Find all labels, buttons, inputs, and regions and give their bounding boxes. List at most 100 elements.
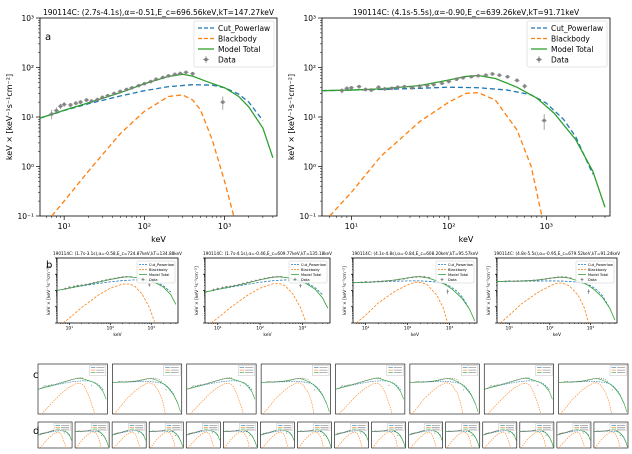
thumb-data-point bbox=[516, 379, 518, 381]
thumb-data-point bbox=[220, 378, 222, 380]
x-tick-label: 10¹ bbox=[505, 326, 513, 332]
thumb-data-point bbox=[571, 430, 573, 432]
thumb-data-point bbox=[128, 381, 130, 383]
thumb-data-point bbox=[280, 380, 282, 382]
thumb-data-point bbox=[46, 385, 48, 387]
data-point bbox=[545, 278, 547, 280]
thumb-data-point bbox=[174, 434, 176, 436]
thumb-data-point bbox=[342, 431, 344, 433]
thumb-data-point bbox=[411, 432, 413, 434]
data-point bbox=[548, 277, 551, 280]
thumb-data-point bbox=[157, 430, 159, 432]
thumb-data-point bbox=[522, 430, 524, 432]
thumb-data-point bbox=[126, 430, 128, 432]
legend-label-blackbody: Blackbody bbox=[149, 268, 168, 272]
thumb-data-point bbox=[272, 430, 274, 432]
thumb-data-point bbox=[365, 380, 367, 382]
thumb-data-point bbox=[87, 430, 89, 432]
thumb-data-point bbox=[441, 378, 443, 380]
x-tick-label: 10¹ bbox=[66, 326, 74, 332]
thumb-data-point bbox=[138, 380, 140, 382]
series-line-blackbody bbox=[210, 283, 307, 323]
data-point bbox=[101, 279, 103, 282]
thumb-data-point bbox=[268, 431, 270, 433]
thumb-data-point bbox=[266, 381, 268, 383]
thumb-data-point bbox=[562, 381, 564, 383]
thumb-line bbox=[75, 431, 102, 448]
thumb-data-point bbox=[420, 430, 422, 432]
thumb-data-point bbox=[57, 383, 59, 385]
thumb-data-point bbox=[419, 381, 421, 383]
data-point bbox=[476, 73, 480, 78]
thumb-data-point bbox=[348, 430, 350, 432]
thumb-legend bbox=[312, 365, 330, 376]
data-point bbox=[340, 88, 344, 93]
thumb-data-point bbox=[582, 432, 584, 434]
thumb-data-point bbox=[487, 387, 489, 389]
thumb-data-point bbox=[496, 430, 498, 432]
y-axis-label: keV × [keV⁻¹s⁻¹cm⁻²] bbox=[194, 266, 200, 315]
thumb-data-point bbox=[207, 382, 209, 384]
series-data-points bbox=[360, 275, 449, 295]
panel-b4: 190114C: (4.8s-5.5s),α=-0.95,E_c=679.52k… bbox=[486, 251, 620, 338]
x-tick-label: 10² bbox=[107, 326, 115, 332]
thumb-data-point bbox=[600, 430, 602, 432]
thumb-data-point bbox=[86, 430, 88, 432]
thumb-data-point bbox=[125, 380, 127, 382]
data-point bbox=[364, 280, 367, 283]
thumb-data-point bbox=[278, 380, 280, 382]
data-point bbox=[118, 89, 123, 94]
thumb-data-point bbox=[495, 430, 497, 432]
data-point bbox=[363, 87, 368, 92]
legend-label-total: Model Total bbox=[149, 273, 169, 277]
thumb-legend bbox=[535, 423, 553, 431]
thumb-legend bbox=[387, 423, 405, 431]
y-tick-label: 10³ bbox=[303, 14, 316, 23]
x-tick-label: 10² bbox=[546, 326, 554, 332]
thumb-data-point bbox=[300, 430, 302, 432]
thumb-data-point bbox=[376, 377, 378, 379]
thumb-data-point bbox=[388, 384, 390, 386]
thumb-data-point bbox=[277, 381, 279, 383]
thumb-data-point bbox=[568, 430, 570, 432]
thumb-data-point bbox=[617, 430, 619, 432]
thumb-line bbox=[487, 383, 542, 414]
legend-label-data: Data bbox=[149, 278, 158, 282]
thumb-line bbox=[114, 382, 166, 414]
thumb-data-point bbox=[353, 383, 355, 385]
thumb-line bbox=[223, 431, 250, 448]
thumb-data-point bbox=[569, 430, 571, 432]
data-point bbox=[130, 276, 132, 278]
thumb-data-point bbox=[510, 381, 512, 383]
thumb-data-point bbox=[339, 386, 341, 388]
data-point bbox=[73, 285, 75, 288]
thumb-data-point bbox=[189, 432, 191, 434]
thumb-data-point bbox=[567, 431, 569, 433]
thumb-data-point bbox=[193, 432, 195, 434]
data-point bbox=[587, 290, 590, 293]
thumb-line bbox=[558, 378, 628, 412]
thumb-data-point bbox=[567, 380, 569, 382]
thumb-data-point bbox=[530, 430, 532, 432]
thumb-legend bbox=[461, 423, 479, 431]
thumb-data-point bbox=[452, 377, 454, 379]
thumb-data-point bbox=[304, 430, 306, 432]
thumb-data-point bbox=[158, 379, 160, 381]
chart-title: 190114C: (4.1s-5.5s),α=-0.90,E_c=639.26k… bbox=[353, 8, 580, 17]
thumb-data-point bbox=[147, 378, 149, 380]
thumb-data-point bbox=[377, 377, 379, 379]
thumb-data-point bbox=[226, 430, 228, 432]
thumb-data-point bbox=[380, 430, 382, 432]
thumb-data-point bbox=[370, 378, 372, 380]
thumb-line bbox=[409, 381, 476, 404]
thumb-data-point bbox=[230, 430, 232, 432]
thumb-line bbox=[298, 431, 324, 448]
thumb-line bbox=[519, 430, 553, 443]
thumb-data-point bbox=[120, 431, 122, 433]
thumb-data-point bbox=[524, 377, 526, 379]
thumb-data-point bbox=[533, 430, 535, 432]
thumb-data-point bbox=[422, 380, 424, 382]
